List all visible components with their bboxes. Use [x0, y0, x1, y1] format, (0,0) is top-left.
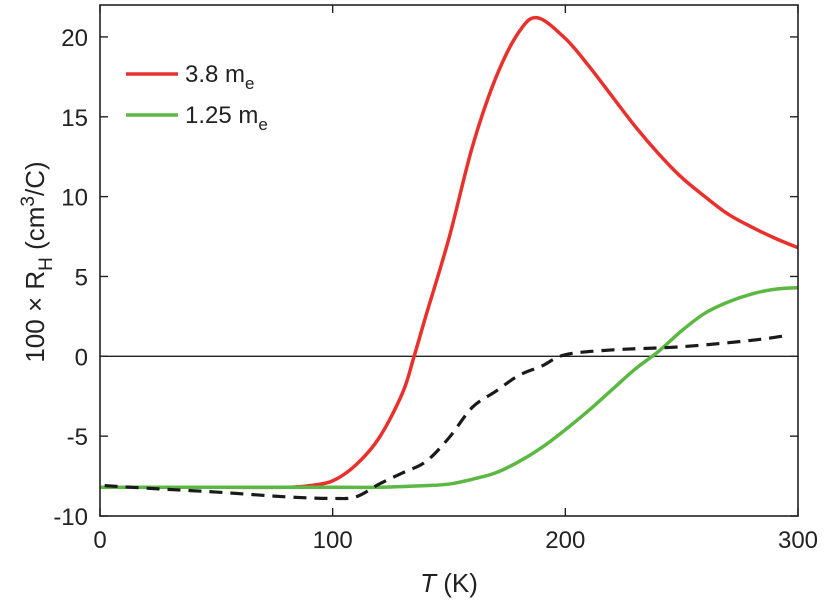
- axis-ticks: 0 100 200 300 -10 -5 0 5 10 15 20: [53, 5, 818, 554]
- x-tick-label: 100: [313, 527, 353, 554]
- y-axis-label: 100 × RH (cm3/C): [18, 161, 57, 362]
- y-tick-label: 5: [75, 264, 88, 291]
- y-tick-label: -5: [67, 424, 88, 451]
- legend-label-1.25: 1.25 me: [185, 102, 268, 134]
- series-line-1: [100, 285, 799, 490]
- y-tick-label: 0: [75, 344, 88, 371]
- y-tick-label: -10: [53, 504, 88, 531]
- y-tick-label: 10: [61, 185, 88, 212]
- x-tick-label: 300: [778, 527, 818, 554]
- axes-frame: [99, 4, 799, 517]
- x-tick-label: 200: [545, 527, 585, 554]
- legend-label-3.8: 3.8 me: [185, 61, 255, 93]
- plot-area: [100, 15, 799, 501]
- legend: 3.8 me 1.25 me: [126, 61, 268, 134]
- y-tick-label: 20: [61, 25, 88, 52]
- x-axis-label: T (K): [420, 568, 478, 598]
- series-dashed-line: [104, 333, 787, 501]
- series-line-0: [100, 15, 799, 490]
- x-tick-label: 0: [93, 527, 106, 554]
- y-tick-label: 15: [61, 105, 88, 132]
